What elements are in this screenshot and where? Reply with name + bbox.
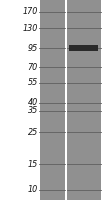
Text: 35: 35 [28,106,38,115]
Text: 25: 25 [28,128,38,137]
Text: 95: 95 [28,44,38,53]
Bar [67,0,101,200]
Text: 70: 70 [28,63,38,72]
Text: 55: 55 [28,78,38,87]
Bar [69,45,98,51]
Text: 15: 15 [28,160,38,169]
Text: 40: 40 [28,98,38,107]
Text: 130: 130 [22,24,38,33]
Text: 170: 170 [22,7,38,16]
Bar [65,0,67,200]
Bar [40,0,65,200]
Text: 10: 10 [28,185,38,194]
